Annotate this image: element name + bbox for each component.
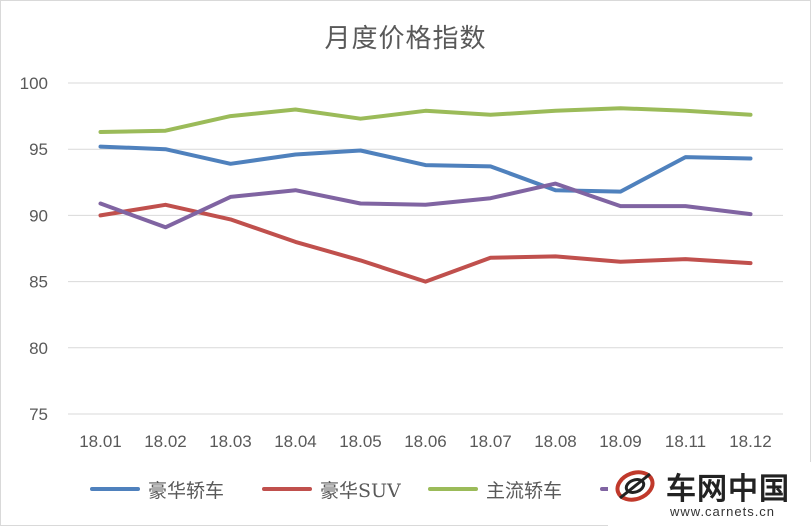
x-tick-label: 18.07 [469,432,512,451]
legend-label: 豪华SUV [320,479,401,502]
x-tick-label: 18.12 [729,432,772,451]
x-tick-label: 18.03 [209,432,252,451]
y-tick-label: 85 [29,273,48,292]
series-lines [98,106,753,284]
x-tick-label: 18.08 [534,432,577,451]
x-tick-labels: 18.01 18.02 18.03 18.04 18.05 18.06 18.07 18.08… [79,432,772,451]
carnets-logo-icon [615,470,655,502]
x-tick-label: 18.05 [339,432,382,451]
watermark-logo: 车网中国 www.carnets.cn [608,462,811,526]
legend-label: 主流轿车 [486,479,563,502]
x-tick-label: 18.06 [404,432,447,451]
x-tick-label: 18.01 [79,432,122,451]
series-line-3 [98,181,753,230]
y-tick-label: 100 [20,74,48,93]
gridlines [68,82,783,415]
legend-swatch [262,487,312,491]
legend-item-luxury-sedan: 豪华轿车 [90,472,224,506]
x-tick-label: 18.11 [665,432,706,451]
y-tick-label: 90 [29,206,48,225]
x-tick-label: 18.04 [274,432,317,451]
series-line-0 [98,144,753,194]
watermark-text: 车网中国 [666,472,790,507]
legend-label: 豪华轿车 [148,479,225,502]
y-tick-label: 75 [29,405,48,424]
legend-swatch [428,487,478,491]
x-tick-label: 18.09 [599,432,642,451]
series-line-2 [98,106,753,134]
y-tick-label: 80 [29,339,48,358]
y-tick-label: 95 [29,140,48,159]
watermark-url: www.carnets.cn [670,504,776,519]
y-tick-labels: 75 80 85 90 95 100 [20,74,48,424]
legend-item-luxury-suv: 豪华SUV [262,472,401,506]
series-line-1 [98,202,753,284]
x-tick-label: 18.02 [144,432,187,451]
legend-item-mainstream-sedan: 主流轿车 [428,472,562,506]
legend-swatch [90,487,140,491]
chart-title: 月度价格指数 [324,24,487,54]
